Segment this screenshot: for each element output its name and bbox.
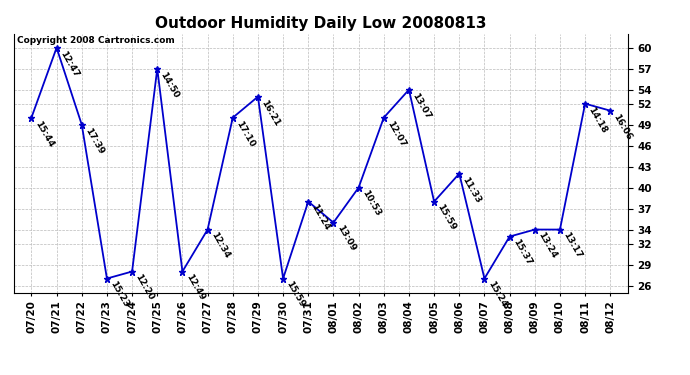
Text: 14:50: 14:50 [159, 70, 181, 99]
Text: 15:44: 15:44 [33, 119, 55, 148]
Text: 10:53: 10:53 [360, 189, 382, 218]
Text: 17:10: 17:10 [234, 119, 256, 148]
Text: 11:33: 11:33 [461, 175, 483, 204]
Text: 13:07: 13:07 [411, 91, 433, 120]
Text: 13:17: 13:17 [562, 231, 584, 260]
Text: 12:34: 12:34 [209, 231, 231, 260]
Text: 15:23: 15:23 [108, 280, 130, 309]
Text: 15:59: 15:59 [435, 203, 457, 232]
Text: 15:59: 15:59 [284, 280, 306, 309]
Text: Copyright 2008 Cartronics.com: Copyright 2008 Cartronics.com [17, 36, 175, 45]
Text: 16:06: 16:06 [611, 112, 633, 141]
Text: 12:47: 12:47 [58, 49, 80, 79]
Text: 12:07: 12:07 [385, 119, 407, 148]
Text: 11:24: 11:24 [310, 203, 332, 232]
Text: 12:49: 12:49 [184, 273, 206, 302]
Text: 16:21: 16:21 [259, 98, 282, 128]
Title: Outdoor Humidity Daily Low 20080813: Outdoor Humidity Daily Low 20080813 [155, 16, 486, 31]
Text: 15:37: 15:37 [511, 238, 533, 267]
Text: 15:24: 15:24 [486, 280, 508, 309]
Text: 13:24: 13:24 [536, 231, 558, 260]
Text: 12:20: 12:20 [133, 273, 155, 302]
Text: 17:39: 17:39 [83, 126, 106, 156]
Text: 13:09: 13:09 [335, 224, 357, 253]
Text: 14:18: 14:18 [586, 105, 609, 135]
